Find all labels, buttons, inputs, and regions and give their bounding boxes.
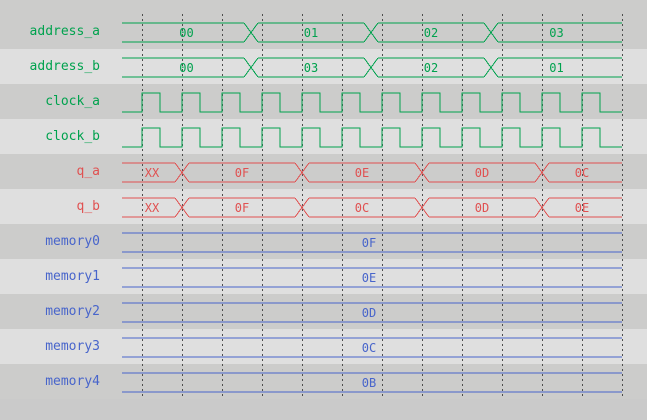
value-label-q_b-4: 0E [575, 201, 589, 215]
value-label-address_a-0: 00 [179, 26, 193, 40]
waveform-q_b[interactable]: XX 0F 0C 0D 0E [122, 189, 647, 224]
signal-row-memory1[interactable]: memory1 0E [0, 259, 647, 294]
value-label-q_a-3: 0D [475, 166, 489, 180]
signal-label-memory1[interactable]: memory1 [45, 269, 100, 284]
signal-row-memory3[interactable]: memory3 0C [0, 329, 647, 364]
value-label-q_b-1: 0F [235, 201, 249, 215]
value-label-address_a-2: 02 [424, 26, 438, 40]
signal-row-memory0[interactable]: memory0 0F [0, 224, 647, 259]
waveform-memory4[interactable]: 0B [122, 364, 647, 399]
value-label-q_a-4: 0C [575, 166, 589, 180]
value-label-q_b-2: 0C [355, 201, 369, 215]
waveform-memory1[interactable]: 0E [122, 259, 647, 294]
signal-label-memory2[interactable]: memory2 [45, 304, 100, 319]
header-strip [0, 0, 647, 14]
value-label-q_b-0: XX [145, 201, 160, 215]
value-label-memory4-0: 0B [362, 376, 376, 390]
value-label-address_b-1: 03 [304, 61, 318, 75]
value-label-memory2-0: 0D [362, 306, 376, 320]
signal-label-q_b[interactable]: q_b [76, 199, 100, 214]
signal-row-address_a[interactable]: address_a 00 01 02 03 [0, 14, 647, 49]
value-label-address_a-1: 01 [304, 26, 318, 40]
signal-label-address_b[interactable]: address_b [29, 59, 100, 74]
value-label-memory3-0: 0C [362, 341, 376, 355]
value-label-q_a-2: 0E [355, 166, 369, 180]
signal-label-clock_a[interactable]: clock_a [45, 94, 100, 109]
signal-row-clock_a[interactable]: clock_a [0, 84, 647, 119]
value-label-memory1-0: 0E [362, 271, 376, 285]
value-label-memory0-0: 0F [362, 236, 376, 250]
waveform-memory3[interactable]: 0C [122, 329, 647, 364]
waveform-address_a[interactable]: 00 01 02 03 [122, 14, 647, 49]
value-label-q_a-1: 0F [235, 166, 249, 180]
waveform-clock_a[interactable] [122, 84, 647, 119]
waveform-address_b[interactable]: 00 03 02 01 [122, 49, 647, 84]
signal-label-q_a[interactable]: q_a [76, 164, 100, 179]
value-label-address_b-0: 00 [179, 61, 193, 75]
signal-label-memory4[interactable]: memory4 [45, 374, 100, 389]
value-label-address_b-2: 02 [424, 61, 438, 75]
waveform-clock_b[interactable] [122, 119, 647, 154]
footer-strip [0, 399, 647, 420]
signal-row-memory4[interactable]: memory4 0B [0, 364, 647, 399]
signal-row-clock_b[interactable]: clock_b [0, 119, 647, 154]
waveform-memory2[interactable]: 0D [122, 294, 647, 329]
value-label-address_a-3: 03 [549, 26, 563, 40]
signal-label-clock_b[interactable]: clock_b [45, 129, 100, 144]
signal-label-memory3[interactable]: memory3 [45, 339, 100, 354]
value-label-address_b-3: 01 [549, 61, 563, 75]
signal-row-memory2[interactable]: memory2 0D [0, 294, 647, 329]
signal-row-address_b[interactable]: address_b 00 03 02 01 [0, 49, 647, 84]
waveform-memory0[interactable]: 0F [122, 224, 647, 259]
signal-label-memory0[interactable]: memory0 [45, 234, 100, 249]
signal-rows: address_a 00 01 02 03 address_b 00 03 02 01 clock_… [0, 14, 647, 399]
signal-row-q_b[interactable]: q_b XX 0F 0C 0D 0E [0, 189, 647, 224]
value-label-q_b-3: 0D [475, 201, 489, 215]
signal-label-address_a[interactable]: address_a [29, 24, 100, 39]
signal-row-q_a[interactable]: q_a XX 0F 0E 0D 0C [0, 154, 647, 189]
value-label-q_a-0: XX [145, 166, 160, 180]
waveform-q_a[interactable]: XX 0F 0E 0D 0C [122, 154, 647, 189]
